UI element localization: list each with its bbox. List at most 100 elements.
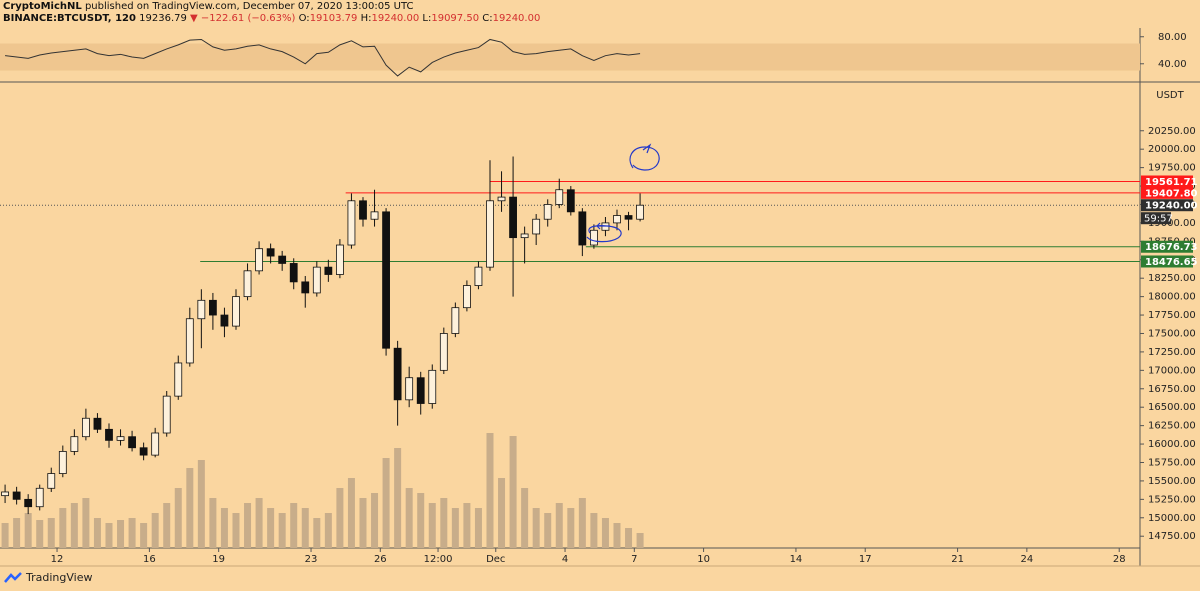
volume-bar — [267, 508, 275, 548]
volume-bar — [371, 493, 379, 548]
candle-body — [232, 296, 240, 327]
volume-bar — [405, 488, 413, 548]
volume-bar — [140, 523, 148, 548]
volume-bar — [290, 503, 298, 548]
volume-bar — [567, 508, 575, 548]
level-label: 18676.73 — [1145, 242, 1198, 253]
header-line: CryptoMichNL published on TradingView.co… — [3, 1, 540, 13]
x-tick-label: 24 — [1020, 554, 1033, 565]
volume-bar — [278, 513, 286, 548]
author: CryptoMichNL — [3, 1, 82, 12]
candle-body — [12, 491, 21, 500]
x-tick-label: 12:00 — [424, 554, 453, 565]
level-label-bg — [1141, 175, 1193, 188]
y-tick-label: 17250.00 — [1148, 347, 1196, 358]
rsi-band — [0, 43, 1140, 71]
candle-body — [474, 266, 483, 286]
candle-body — [220, 314, 229, 327]
volume-bar — [428, 503, 436, 548]
candle-body — [93, 417, 102, 430]
volume-bar — [82, 498, 90, 548]
y-tick-label: 15250.00 — [1148, 494, 1196, 505]
volume-bar — [521, 488, 529, 548]
volume-bar — [451, 508, 459, 548]
y-tick-label: 19000.00 — [1148, 218, 1196, 229]
volume-bar — [59, 508, 67, 548]
level-label-bg — [1141, 255, 1193, 268]
candle-body — [243, 270, 252, 298]
brand: TradingView — [26, 571, 93, 584]
candle-body — [24, 498, 33, 508]
level-label-bg — [1141, 186, 1193, 199]
candle-body — [439, 333, 448, 371]
candle-body — [35, 487, 44, 508]
candle-body — [497, 196, 506, 202]
ohlc-value: 19103.79 — [309, 13, 358, 24]
candle-body — [416, 377, 425, 404]
y-tick-label: 20000.00 — [1148, 144, 1196, 155]
candle-body — [266, 248, 275, 257]
x-tick-label: 4 — [562, 554, 568, 565]
volume-bar — [255, 498, 263, 548]
y-tick-label: 17750.00 — [1148, 310, 1196, 321]
last-price-label-bg — [1141, 199, 1193, 212]
candle-body — [312, 266, 321, 294]
annotation-circle — [629, 143, 660, 171]
candle-body — [1, 491, 9, 497]
ohlc-label: C: — [482, 13, 493, 24]
volume-bar — [128, 518, 136, 548]
volume-bar — [336, 488, 344, 548]
candle-body — [543, 204, 552, 220]
candle-body — [405, 377, 414, 401]
volume-bar — [474, 508, 482, 548]
y-tick-label: 17000.00 — [1148, 365, 1196, 376]
volume-bar — [613, 523, 621, 548]
change: ▼ −122.61 (−0.63%) — [190, 13, 296, 24]
candle-body — [532, 218, 541, 235]
candle-body — [520, 233, 529, 239]
volume-bar — [186, 468, 194, 548]
published: published on TradingView.com, December 0… — [84, 1, 414, 12]
level-label: 18476.65 — [1145, 257, 1198, 268]
candle-body — [589, 229, 598, 246]
candle-body — [81, 417, 90, 438]
y-tick-label: 16750.00 — [1148, 384, 1196, 395]
countdown: 59:57 — [1144, 214, 1173, 225]
x-tick-label: 17 — [859, 554, 872, 565]
volume-bar — [601, 518, 609, 548]
candle-body — [47, 473, 56, 489]
volume-bar — [105, 523, 113, 548]
volume-bar — [625, 528, 633, 548]
volume-bar — [209, 498, 217, 548]
candle-body — [555, 189, 564, 205]
volume-bar — [578, 498, 586, 548]
volume-bar — [382, 458, 390, 548]
volume-bar — [544, 513, 552, 548]
volume-bar — [440, 498, 448, 548]
candle-body — [255, 248, 263, 272]
y-tick-label: 20250.00 — [1148, 126, 1196, 137]
x-tick-label: 26 — [374, 554, 387, 565]
x-tick-label: 23 — [305, 554, 318, 565]
candle-body — [578, 211, 587, 246]
header: CryptoMichNL published on TradingView.co… — [3, 1, 540, 25]
y-tick-label: 15500.00 — [1148, 476, 1196, 487]
volume-bar — [1, 523, 9, 548]
last: 19236.79 — [139, 13, 187, 24]
candle-body — [324, 266, 333, 275]
volume-bar — [347, 478, 355, 548]
candle-body — [393, 347, 402, 401]
candle-body — [139, 447, 148, 456]
volume-bar — [232, 513, 240, 548]
level-label: 19407.80 — [1145, 188, 1198, 199]
candle-body — [613, 215, 621, 224]
volume-bar — [532, 508, 540, 548]
candle-body — [509, 196, 517, 239]
volume-bar — [174, 488, 182, 548]
y-tick-label: 17500.00 — [1148, 328, 1196, 339]
candle-body — [278, 255, 287, 264]
volume-bar — [13, 518, 21, 548]
candle-body — [116, 436, 125, 441]
